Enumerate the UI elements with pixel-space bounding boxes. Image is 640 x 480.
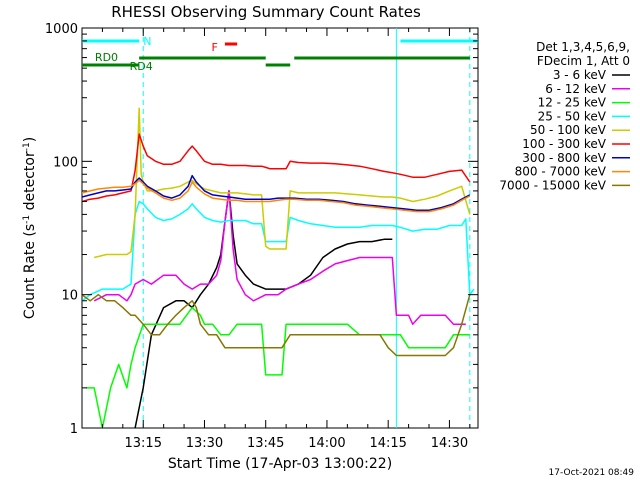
y-axis: 1 10 100 1000 — [45, 22, 478, 437]
series-line-8 — [82, 293, 471, 357]
series-line-7 — [82, 179, 471, 213]
legend-entry-label: 50 - 100 keV — [530, 123, 607, 137]
legend-entry-label: 7000 - 15000 keV — [499, 178, 606, 192]
x-tick-label: 14:00 — [308, 436, 345, 451]
series-line-5 — [82, 133, 471, 203]
legend: Det 1,3,4,5,6,9, FDecim 1, Att 0 3 - 6 k… — [499, 40, 630, 192]
legend-entry-label: 300 - 800 keV — [522, 151, 606, 165]
vertical-markers — [142, 28, 471, 428]
x-axis: 13:15 13:30 13:45 14:00 14:15 14:30 — [101, 28, 471, 451]
series-line-6 — [82, 174, 471, 211]
series-line-4 — [94, 107, 471, 259]
x-tick-label: 14:15 — [369, 436, 406, 451]
legend-entry-label: 25 - 50 keV — [538, 109, 607, 123]
legend-entry-label: 6 - 12 keV — [545, 82, 607, 96]
series-line-3 — [82, 200, 475, 302]
y-tick-label: 1000 — [45, 22, 78, 37]
y-tick-label: 1 — [70, 422, 78, 437]
plot-frame — [81, 27, 479, 429]
observing-flags: N F RD0 RD4 — [82, 35, 478, 73]
y-tick-label: 100 — [53, 155, 78, 170]
y-axis-label: Count Rate (s-1 detector-1) — [22, 137, 38, 319]
y-tick-label: 10 — [61, 289, 78, 304]
x-tick-label: 13:45 — [247, 436, 284, 451]
flag-label: N — [143, 35, 151, 48]
legend-entry-label: 3 - 6 keV — [553, 68, 607, 82]
series-line-2 — [86, 306, 470, 428]
chart-title: RHESSI Observing Summary Count Rates — [111, 3, 421, 21]
series-line-1 — [93, 190, 466, 325]
legend-entry-label: 800 - 7000 keV — [515, 165, 607, 179]
x-tick-label: 13:15 — [125, 436, 162, 451]
x-axis-label: Start Time (17-Apr-03 13:00:22) — [168, 456, 392, 472]
flag-label: RD0 — [95, 51, 118, 64]
series-lines — [82, 107, 475, 428]
legend-header-line-1: Det 1,3,4,5,6,9, — [536, 40, 630, 54]
legend-entry-label: 100 - 300 keV — [522, 137, 606, 151]
x-tick-label: 14:30 — [431, 436, 468, 451]
flag-label: F — [212, 41, 218, 54]
generated-timestamp: 17-Oct-2021 08:49 — [549, 468, 635, 478]
legend-entry-label: 12 - 25 keV — [538, 96, 607, 110]
legend-header-line-2: FDecim 1, Att 0 — [537, 54, 630, 68]
series-line-0 — [134, 190, 393, 428]
x-tick-label: 13:30 — [186, 436, 223, 451]
flag-label: RD4 — [130, 60, 153, 73]
